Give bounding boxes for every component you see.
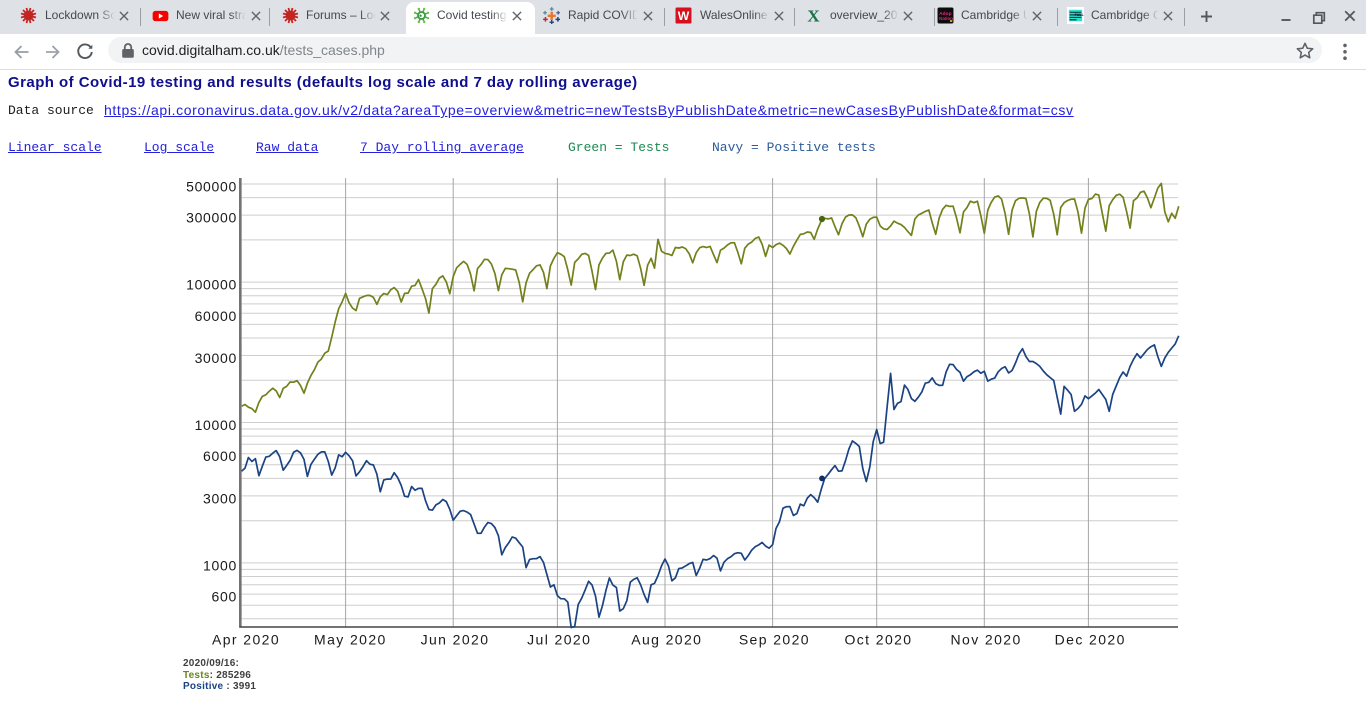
svg-text:30000: 30000	[195, 350, 237, 366]
svg-text:600: 600	[212, 589, 237, 605]
svg-text:Apr 2020: Apr 2020	[212, 632, 280, 648]
svg-text:500000: 500000	[186, 179, 237, 195]
svg-text:Nov 2020: Nov 2020	[951, 632, 1022, 648]
svg-text:Sep 2020: Sep 2020	[739, 632, 810, 648]
svg-text:Adop: Adop	[939, 11, 951, 17]
svg-text:W: W	[678, 9, 690, 23]
svg-text:Jun 2020: Jun 2020	[421, 632, 490, 648]
svg-text:60000: 60000	[195, 308, 237, 324]
svg-text:Oct 2020: Oct 2020	[844, 632, 912, 648]
svg-text:300000: 300000	[186, 210, 237, 226]
svg-text:10000: 10000	[195, 417, 237, 433]
svg-text:FULL: FULL	[1075, 13, 1084, 17]
svg-text:X: X	[807, 7, 820, 24]
svg-text:3000: 3000	[203, 490, 237, 506]
svg-text:May 2020: May 2020	[314, 632, 387, 648]
svg-text:Nation: Nation	[939, 16, 953, 21]
svg-text:6000: 6000	[203, 448, 237, 464]
svg-text:Jul 2020: Jul 2020	[527, 632, 591, 648]
svg-text:100000: 100000	[186, 277, 237, 293]
svg-text:Dec 2020: Dec 2020	[1055, 632, 1126, 648]
svg-text:Aug 2020: Aug 2020	[631, 632, 702, 648]
svg-text:1000: 1000	[203, 557, 237, 573]
